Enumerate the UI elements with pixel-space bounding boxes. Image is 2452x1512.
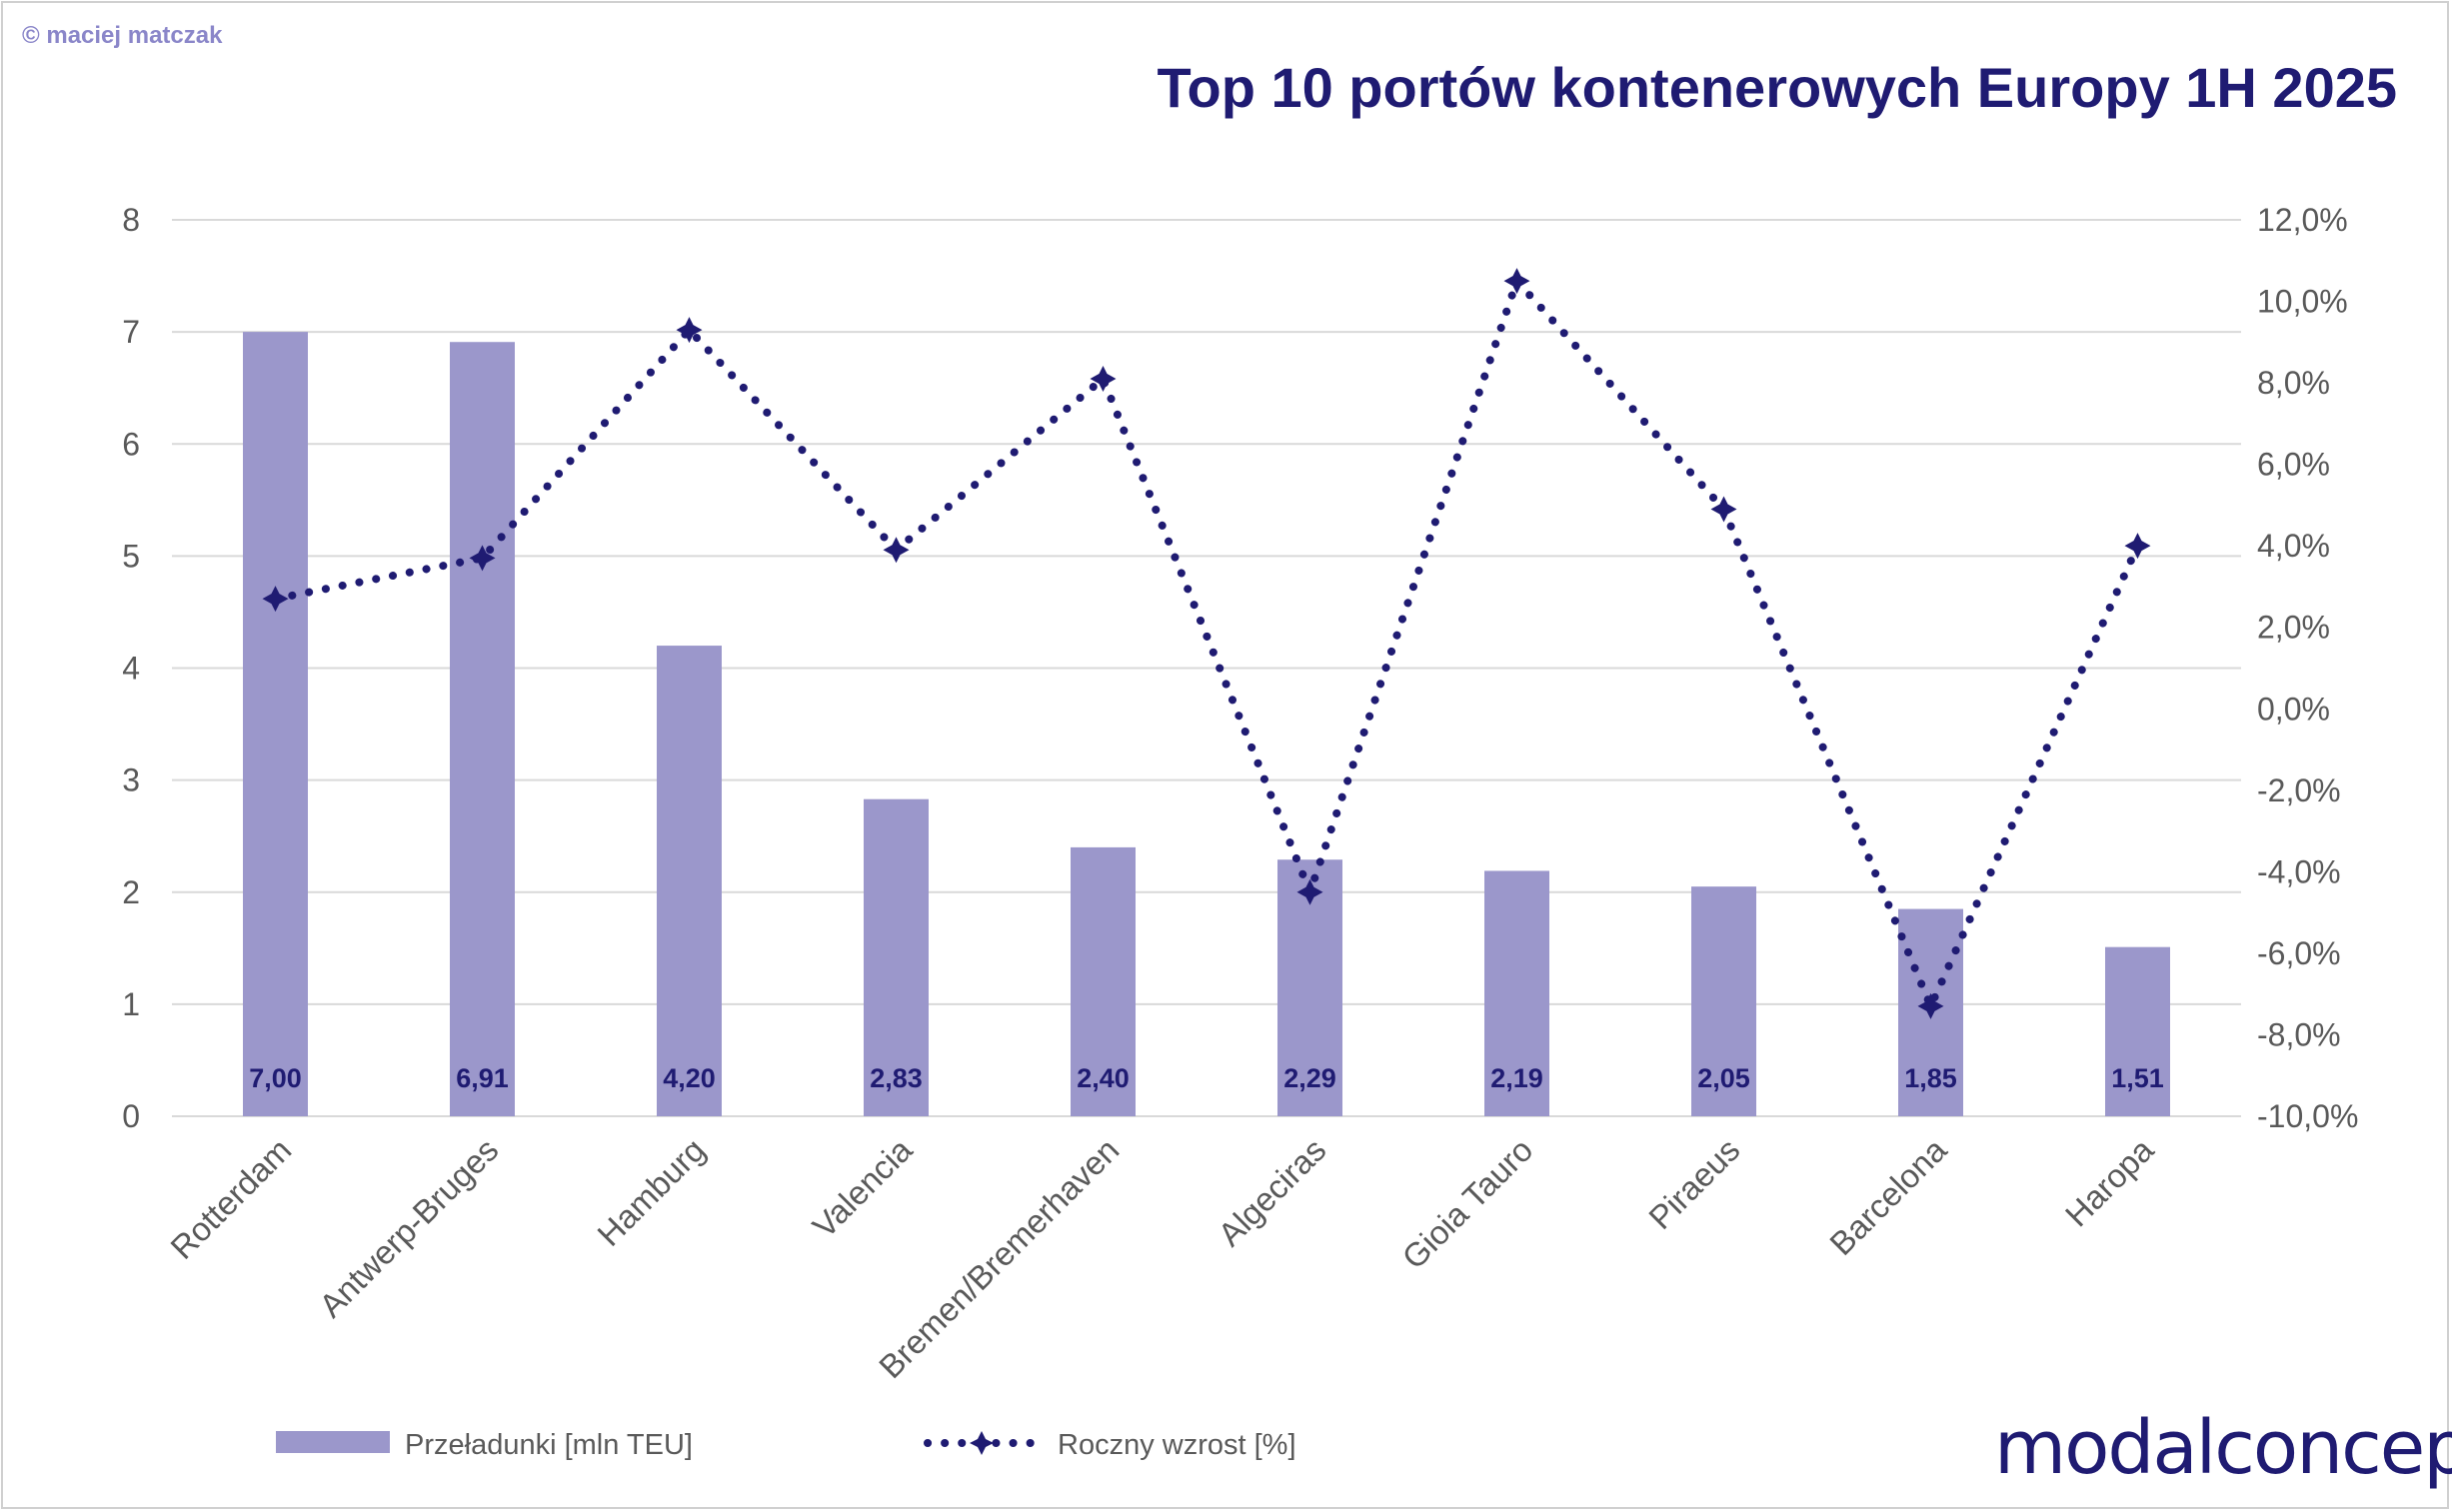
bar-data-label: 1,85 bbox=[1904, 1063, 1957, 1093]
bar bbox=[1691, 886, 1756, 1116]
right-tick-label: -8,0% bbox=[2257, 1016, 2341, 1052]
right-tick-label: -4,0% bbox=[2257, 853, 2341, 889]
growth-marker bbox=[883, 537, 910, 564]
category-label: Barcelona bbox=[1822, 1130, 1954, 1262]
category-label: Algeciras bbox=[1211, 1131, 1332, 1253]
right-tick-label: 10,0% bbox=[2257, 284, 2348, 320]
brand-logo: modalconcept bbox=[1994, 1405, 2452, 1491]
bar-data-label: 2,29 bbox=[1283, 1063, 1336, 1093]
left-tick-label: 5 bbox=[122, 538, 140, 574]
bar bbox=[864, 798, 929, 1116]
bar-data-label: 2,83 bbox=[870, 1063, 923, 1093]
growth-marker bbox=[262, 586, 289, 613]
right-tick-label: -6,0% bbox=[2257, 935, 2341, 971]
left-tick-label: 7 bbox=[122, 314, 140, 350]
bar-data-label: 2,40 bbox=[1077, 1063, 1130, 1093]
left-tick-label: 1 bbox=[122, 986, 140, 1022]
growth-marker bbox=[676, 317, 703, 344]
bar-data-label: 1,51 bbox=[2111, 1063, 2164, 1093]
bar-series bbox=[243, 332, 2170, 1116]
copyright-text: © maciej matczak bbox=[22, 22, 223, 49]
gridlines bbox=[172, 219, 2241, 1117]
line-series bbox=[262, 268, 2151, 1019]
growth-marker bbox=[1296, 878, 1323, 905]
left-tick-label: 2 bbox=[122, 874, 140, 910]
category-label: Hamburg bbox=[590, 1131, 712, 1253]
category-label: Haropa bbox=[2058, 1130, 2161, 1233]
category-label: Valencia bbox=[806, 1130, 920, 1244]
right-tick-label: 12,0% bbox=[2257, 202, 2348, 238]
legend-line-label: Roczny wzrost [%] bbox=[1058, 1429, 1296, 1461]
bar-data-label: 2,19 bbox=[1490, 1063, 1543, 1093]
category-label: Piraeus bbox=[1641, 1131, 1746, 1236]
left-tick-label: 0 bbox=[122, 1098, 140, 1134]
left-axis: 0 1 2 3 4 5 6 7 8 bbox=[122, 202, 140, 1134]
category-axis: Rotterdam Antwerp-Bruges Hamburg ValenciaBr… bbox=[163, 1130, 2161, 1385]
bar-data-label: 4,20 bbox=[663, 1063, 716, 1093]
growth-marker bbox=[2124, 533, 2151, 560]
legend-bar-swatch bbox=[276, 1431, 390, 1453]
legend-bar-label: Przeładunki [mln TEU] bbox=[405, 1429, 693, 1461]
growth-marker bbox=[1710, 496, 1737, 523]
bar bbox=[657, 646, 722, 1116]
category-label: Bremen/Bremerhaven bbox=[872, 1131, 1126, 1385]
right-axis: -10,0% -8,0% -6,0% -4,0% -2,0% 0,0% 2,0% 4,0% 6,… bbox=[2257, 202, 2358, 1134]
bar bbox=[243, 332, 308, 1116]
bar bbox=[2105, 946, 2170, 1116]
right-tick-label: 4,0% bbox=[2257, 528, 2330, 564]
bar bbox=[1484, 870, 1549, 1116]
right-tick-label: 0,0% bbox=[2257, 691, 2330, 727]
category-label: Antwerp-Bruges bbox=[312, 1131, 505, 1324]
right-tick-label: -10,0% bbox=[2257, 1098, 2358, 1134]
bar-data-label: 6,91 bbox=[456, 1063, 509, 1093]
category-label: Gioia Tauro bbox=[1394, 1131, 1539, 1276]
growth-line bbox=[271, 273, 2142, 1016]
left-tick-label: 4 bbox=[122, 651, 140, 687]
bar bbox=[450, 342, 515, 1116]
category-label: Rotterdam bbox=[163, 1131, 298, 1266]
growth-marker bbox=[1917, 992, 1944, 1019]
bar-data-label: 7,00 bbox=[249, 1063, 302, 1093]
data-labels: 7,00 6,91 4,20 2,83 2,40 2,29 2,19 2,05 1,85 1,51 bbox=[249, 1063, 2164, 1093]
growth-marker bbox=[469, 545, 496, 572]
growth-marker bbox=[1503, 268, 1530, 295]
legend: Przeładunki [mln TEU] Roczny wzrost [%] bbox=[276, 1429, 1296, 1461]
right-tick-label: 6,0% bbox=[2257, 447, 2330, 483]
left-tick-label: 3 bbox=[122, 762, 140, 798]
chart-title: Top 10 portów kontenerowych Europy 1H 20… bbox=[1157, 56, 2397, 119]
left-tick-label: 6 bbox=[122, 426, 140, 462]
bar-data-label: 2,05 bbox=[1697, 1063, 1750, 1093]
right-tick-label: 8,0% bbox=[2257, 365, 2330, 401]
growth-marker bbox=[1090, 366, 1117, 393]
left-tick-label: 8 bbox=[122, 202, 140, 238]
bar bbox=[1071, 846, 1136, 1116]
right-tick-label: 2,0% bbox=[2257, 610, 2330, 646]
right-tick-label: -2,0% bbox=[2257, 772, 2341, 808]
legend-line-marker bbox=[970, 1431, 994, 1455]
